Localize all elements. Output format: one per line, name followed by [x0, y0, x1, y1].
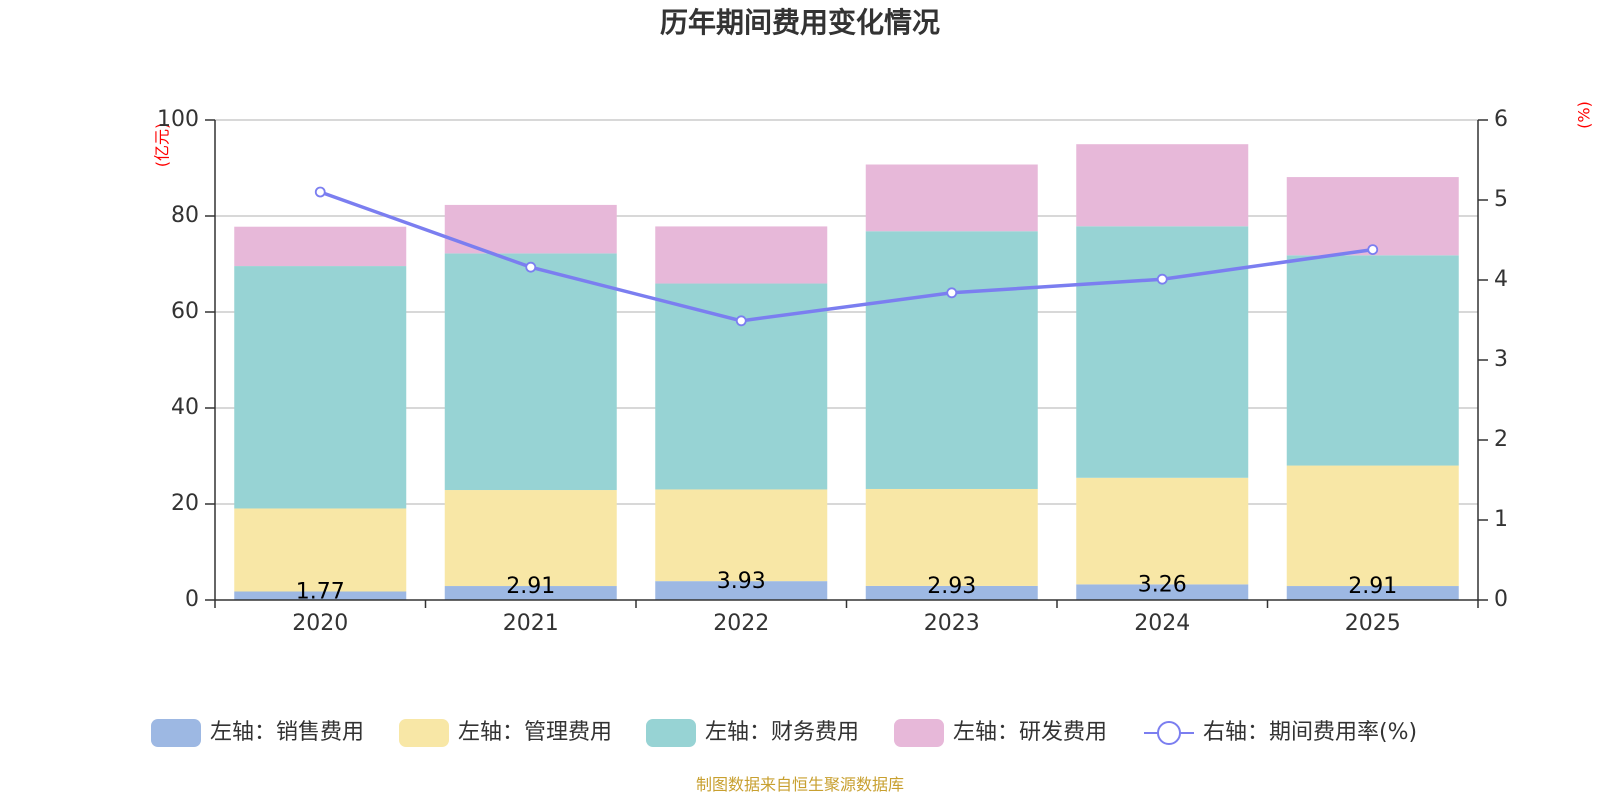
legend-item-4[interactable]: 左轴：研发费用 [894, 719, 1107, 747]
x-axis-tick-label: 2025 [1345, 611, 1401, 636]
chart-title: 历年期间费用变化情况 [660, 6, 940, 39]
rate-point-2020 [314, 186, 326, 198]
rate-point-2022 [735, 315, 747, 327]
x-axis-tick-label: 2023 [924, 611, 980, 636]
bar-2024-series-3 [1076, 226, 1249, 478]
bar-2025-series-3 [1286, 255, 1459, 466]
right-axis-tick-label: 2 [1494, 427, 1508, 452]
bar-2023-series-2 [865, 488, 1038, 586]
legend-circle-symbol [1157, 721, 1181, 745]
rate-point-2021 [525, 261, 537, 273]
bar-2022-series-2 [655, 489, 828, 582]
right-axis-tick-label: 6 [1494, 107, 1508, 132]
gridlines [215, 119, 1478, 505]
bar-series [234, 144, 1459, 600]
bar-2024-series-1 [1076, 584, 1249, 600]
legend-label: 右轴：期间费用率(%) [1203, 720, 1417, 745]
bar-2022-series-4 [655, 226, 828, 284]
legend[interactable]: 左轴：销售费用 左轴：管理费用 左轴：财务费用 左轴：研发费用 右轴：期间费用率(%) [151, 719, 1417, 747]
bar-data-label: 2.91 [1348, 574, 1397, 599]
legend-item-3[interactable]: 左轴：财务费用 [646, 719, 859, 747]
rate-point-2024 [1156, 273, 1168, 285]
rate-point-2023 [946, 287, 958, 299]
left-axis-tick-label: 100 [157, 107, 199, 132]
rate-point-2025 [1367, 244, 1379, 256]
legend-item-2[interactable]: 左轴：管理费用 [399, 719, 612, 747]
right-axis-unit: (%) [1575, 101, 1594, 129]
bar-2025-series-2 [1286, 465, 1459, 587]
rate-line [314, 186, 1379, 327]
legend-item-5[interactable]: 右轴：期间费用率(%) [1144, 720, 1417, 745]
bar-data-label: 2.91 [506, 574, 555, 599]
bar-2023-series-4 [865, 164, 1038, 232]
bar-2021-series-2 [444, 490, 617, 587]
right-axis-tick-label: 3 [1494, 347, 1508, 372]
right-axis-tick-label: 5 [1494, 187, 1508, 212]
x-axis-tick-label: 2021 [503, 611, 559, 636]
left-axis-tick-label: 80 [171, 203, 199, 228]
x-axis-tick-label: 2024 [1134, 611, 1190, 636]
bar-data-label: 3.26 [1138, 572, 1187, 597]
rate-line-path [319, 190, 1373, 323]
legend-label: 左轴：管理费用 [458, 720, 612, 745]
left-axis-tick-label: 60 [171, 299, 199, 324]
bar-data-label: 3.93 [717, 569, 766, 594]
data-source-note: 制图数据来自恒生聚源数据库 [696, 775, 904, 794]
right-axis-tick-label: 0 [1494, 587, 1508, 612]
bar-2024-series-4 [1076, 144, 1249, 227]
bar-2025-series-4 [1286, 177, 1459, 256]
legend-label: 左轴：销售费用 [210, 720, 364, 745]
bar-2020-series-1 [234, 591, 407, 600]
axes: 0 20 40 60 80 100 0 1 2 3 4 5 6 2020 2021 2022 2023 2024 2… [157, 107, 1508, 636]
legend-swatch [399, 719, 449, 747]
legend-label: 左轴：财务费用 [705, 720, 859, 745]
x-axis-tick-label: 2022 [713, 611, 769, 636]
bar-2020-series-4 [234, 226, 407, 267]
legend-swatch [151, 719, 201, 747]
bar-2025-series-1 [1286, 586, 1459, 600]
right-axis-tick-label: 1 [1494, 507, 1508, 532]
legend-swatch [894, 719, 944, 747]
left-axis-tick-label: 40 [171, 395, 199, 420]
legend-item-1[interactable]: 左轴：销售费用 [151, 719, 364, 747]
bar-data-label: 2.93 [927, 574, 976, 599]
bar-2024-series-2 [1076, 477, 1249, 585]
bar-2020-series-3 [234, 266, 407, 509]
right-axis-tick-label: 4 [1494, 267, 1508, 292]
left-axis-tick-label: 0 [185, 587, 199, 612]
bar-2023-series-1 [865, 585, 1038, 600]
bar-2022-series-1 [655, 581, 828, 600]
bar-2021-series-1 [444, 586, 617, 600]
legend-label: 左轴：研发费用 [953, 720, 1107, 745]
x-axis-tick-label: 2020 [292, 611, 348, 636]
legend-swatch [646, 719, 696, 747]
left-axis-tick-label: 20 [171, 491, 199, 516]
left-axis-unit: (亿元) [153, 123, 172, 168]
bar-2021-series-3 [444, 253, 617, 491]
bar-data-label: 1.77 [296, 580, 345, 605]
bar-2020-series-2 [234, 508, 407, 592]
bar-2023-series-3 [865, 231, 1038, 489]
